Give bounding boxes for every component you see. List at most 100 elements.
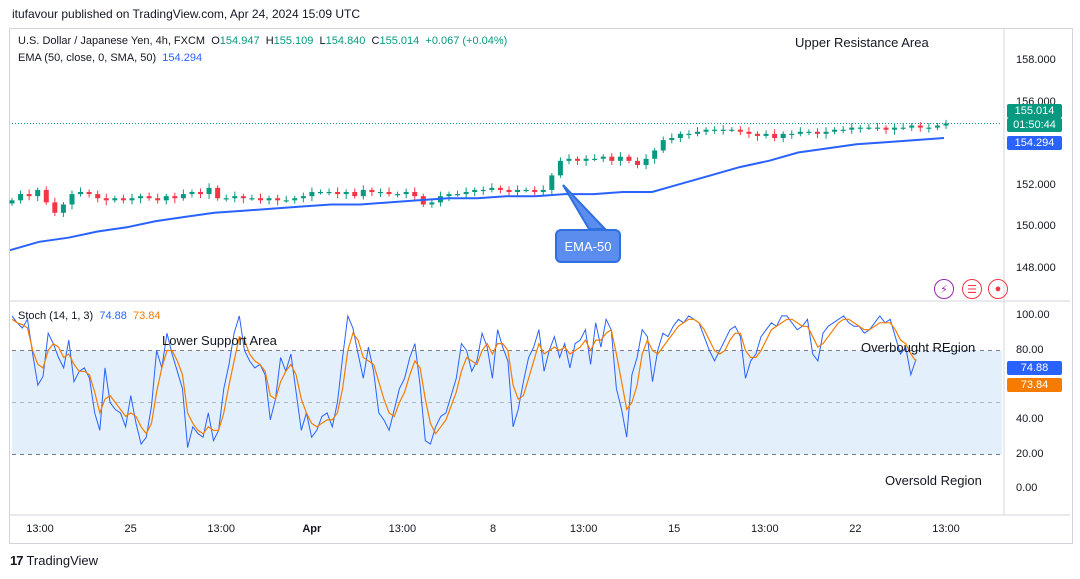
- symbol-title: U.S. Dollar / Japanese Yen, 4h, FXCM: [18, 35, 206, 47]
- candle-body: [283, 200, 289, 202]
- candle-body: [155, 198, 161, 201]
- candle-body: [292, 198, 298, 201]
- candle-body: [763, 133, 769, 136]
- lower-support-label: Lower Support Area: [162, 333, 277, 348]
- price-legend: U.S. Dollar / Japanese Yen, 4h, FXCM O 15…: [18, 35, 507, 47]
- change-value: +0.067 (+0.04%): [425, 35, 508, 47]
- candle-body: [660, 140, 666, 151]
- upper-resistance-label: Upper Resistance Area: [795, 35, 929, 50]
- candle-body: [429, 202, 435, 205]
- candle-body: [377, 192, 383, 194]
- candle-body: [643, 158, 649, 165]
- open-label: O: [211, 35, 220, 47]
- ema-price-tag: 154.294: [1007, 136, 1062, 150]
- candle-body: [95, 194, 101, 199]
- candle-body: [772, 133, 778, 138]
- candle-body: [532, 189, 538, 192]
- candle-body: [120, 198, 126, 201]
- candle-body: [326, 192, 332, 194]
- candle-body: [395, 194, 401, 196]
- candle-body: [163, 196, 169, 201]
- candle-body: [360, 189, 366, 197]
- candle-body: [575, 158, 581, 161]
- candle-body: [309, 192, 315, 197]
- candle-body: [138, 196, 144, 199]
- candle-body: [472, 189, 478, 192]
- stoch-k-value: 74.88: [99, 310, 127, 322]
- time-tick-label: Apr: [302, 523, 322, 535]
- candle-body: [506, 189, 512, 192]
- stoch-k-tag: 74.88: [1007, 361, 1062, 375]
- price-tick-label: 148.000: [1016, 261, 1056, 274]
- candle-body: [934, 125, 940, 128]
- candle-body: [874, 127, 880, 129]
- candle-body: [737, 129, 743, 132]
- tradingview-logo[interactable]: 17 TradingView: [10, 553, 98, 568]
- candle-body: [814, 131, 820, 134]
- candle-body: [677, 133, 683, 138]
- candle-body: [497, 187, 503, 190]
- time-tick-label: 25: [124, 523, 137, 535]
- candle-body: [754, 133, 760, 136]
- stoch-legend: Stoch (14, 1, 3) 74.88 73.84: [18, 310, 161, 322]
- stoch-tick-label: 100.00: [1016, 308, 1050, 321]
- candle-body: [549, 175, 555, 190]
- time-tick-label: 13:00: [26, 523, 54, 535]
- lightning-icon[interactable]: ⚡: [934, 279, 954, 299]
- candle-body: [146, 196, 152, 199]
- candle-body: [789, 133, 795, 136]
- candle-body: [403, 192, 409, 195]
- countdown-tag: 01:50:44: [1007, 118, 1062, 132]
- candle-body: [35, 189, 41, 197]
- candle-body: [583, 158, 589, 161]
- candle-body: [515, 189, 521, 192]
- stoch-tick-label: 40.00: [1016, 412, 1044, 425]
- candle-body: [172, 196, 178, 199]
- candle-body: [275, 198, 281, 201]
- candle-body: [523, 189, 529, 192]
- candle-body: [386, 192, 392, 195]
- candle-body: [223, 198, 229, 200]
- candle-body: [892, 127, 898, 130]
- candle-body: [103, 198, 109, 201]
- overbought-label: Overbought REgion: [861, 340, 976, 355]
- candle-body: [335, 192, 341, 195]
- price-tick-label: 150.000: [1016, 220, 1056, 233]
- time-tick-label: 13:00: [207, 523, 235, 535]
- candle-body: [695, 131, 701, 134]
- candle-body: [652, 150, 658, 159]
- candle-body: [257, 198, 263, 201]
- candle-body: [712, 129, 718, 131]
- ema-50-line: [9, 137, 945, 252]
- candle-body: [112, 198, 118, 201]
- candle-body: [883, 127, 889, 130]
- candle-body: [635, 160, 641, 165]
- tradingview-brand: TradingView: [26, 553, 99, 568]
- candle-body: [669, 138, 675, 141]
- candle-body: [412, 192, 418, 197]
- candle-body: [909, 125, 915, 128]
- close-label: C: [371, 35, 380, 47]
- candle-body: [240, 196, 246, 199]
- stoch-tick-label: 0.00: [1016, 482, 1038, 495]
- time-tick-label: 13:00: [569, 523, 598, 535]
- candle-body: [446, 194, 452, 197]
- stoch-label: Stoch (14, 1, 3): [18, 310, 94, 322]
- candle-body: [917, 125, 923, 128]
- candle-body: [617, 156, 623, 161]
- candle-body: [720, 129, 726, 131]
- us-flag-icon[interactable]: ☰: [962, 279, 982, 299]
- ema-50-tag: EMA-50: [555, 229, 621, 263]
- stoch-d-line: [11, 318, 917, 435]
- ema-label: EMA (50, close, 0, SMA, 50): [18, 52, 157, 64]
- time-tick-label: 15: [668, 523, 681, 535]
- candle-body: [540, 189, 546, 192]
- close-value: 155.014: [379, 35, 420, 47]
- candle-body: [463, 192, 469, 195]
- time-tick-label: 22: [849, 523, 862, 535]
- candle-body: [780, 133, 786, 138]
- candle-body: [189, 192, 195, 195]
- candle-body: [823, 131, 829, 134]
- jp-flag-icon[interactable]: ●: [988, 279, 1008, 299]
